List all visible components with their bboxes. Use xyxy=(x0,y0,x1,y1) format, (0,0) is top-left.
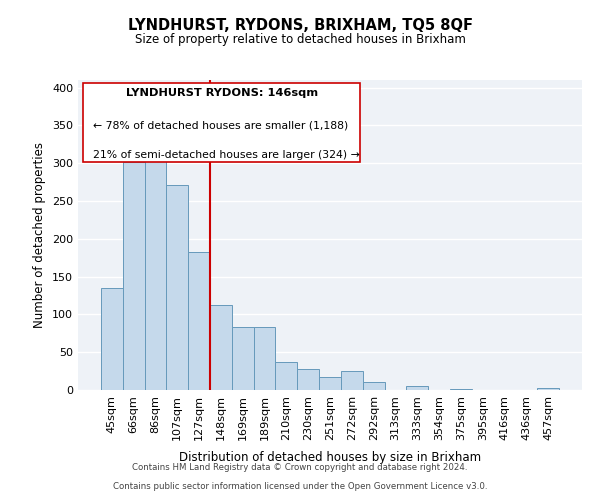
Bar xyxy=(123,162,145,390)
Y-axis label: Number of detached properties: Number of detached properties xyxy=(34,142,46,328)
X-axis label: Distribution of detached houses by size in Brixham: Distribution of detached houses by size … xyxy=(179,451,481,464)
Text: 21% of semi-detached houses are larger (324) →: 21% of semi-detached houses are larger (… xyxy=(93,150,360,160)
Bar xyxy=(145,144,166,390)
Bar xyxy=(254,327,275,390)
Bar xyxy=(363,382,385,390)
Bar xyxy=(210,304,232,390)
Bar xyxy=(166,185,188,390)
Bar xyxy=(537,388,559,390)
FancyBboxPatch shape xyxy=(83,83,360,162)
Bar xyxy=(450,389,472,390)
Text: LYNDHURST, RYDONS, BRIXHAM, TQ5 8QF: LYNDHURST, RYDONS, BRIXHAM, TQ5 8QF xyxy=(128,18,473,32)
Text: Contains HM Land Registry data © Crown copyright and database right 2024.: Contains HM Land Registry data © Crown c… xyxy=(132,464,468,472)
Text: ← 78% of detached houses are smaller (1,188): ← 78% of detached houses are smaller (1,… xyxy=(93,120,349,130)
Bar xyxy=(297,369,319,390)
Text: Contains public sector information licensed under the Open Government Licence v3: Contains public sector information licen… xyxy=(113,482,487,491)
Bar xyxy=(101,288,123,390)
Bar xyxy=(188,252,210,390)
Bar xyxy=(319,377,341,390)
Text: Size of property relative to detached houses in Brixham: Size of property relative to detached ho… xyxy=(134,32,466,46)
Bar xyxy=(341,371,363,390)
Bar xyxy=(275,362,297,390)
Bar xyxy=(232,327,254,390)
Bar xyxy=(406,386,428,390)
Text: LYNDHURST RYDONS: 146sqm: LYNDHURST RYDONS: 146sqm xyxy=(125,88,318,98)
